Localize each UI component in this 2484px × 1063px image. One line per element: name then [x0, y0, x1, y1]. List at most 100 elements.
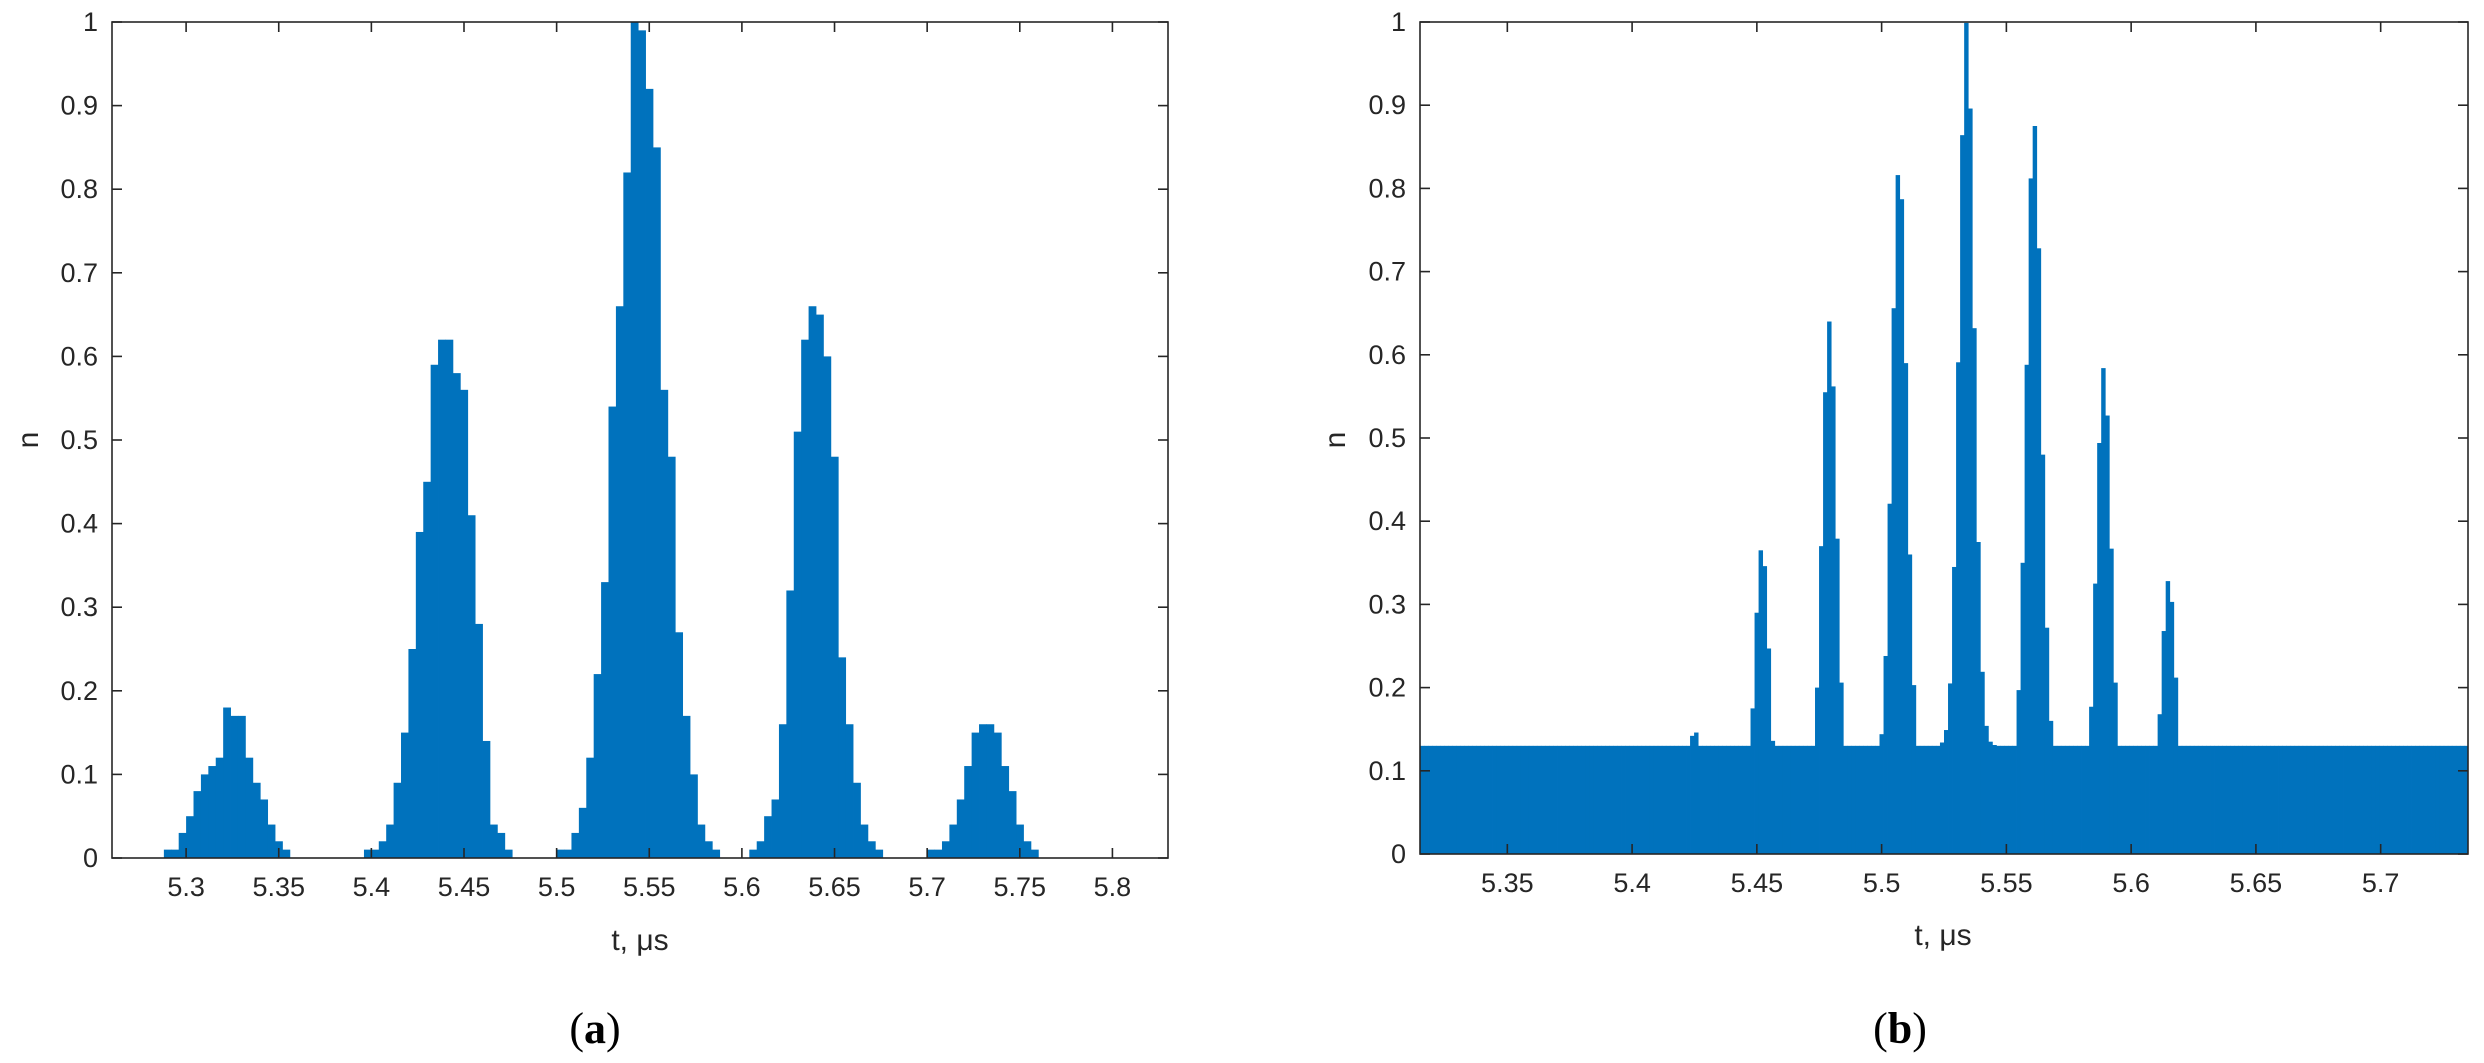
histogram-bar: [860, 824, 869, 858]
y-tick-label: 0.3: [1368, 589, 1406, 619]
histogram-bar: [1718, 745, 1723, 854]
histogram-bar: [408, 649, 417, 858]
y-axis-title-b: n: [1319, 432, 1352, 449]
histogram-bar: [2048, 720, 2054, 854]
histogram-bar: [934, 849, 943, 858]
histogram-bar: [564, 849, 572, 858]
histogram-bar: [1484, 745, 1489, 854]
histogram-bar: [2020, 562, 2026, 854]
histogram-bar: [1927, 745, 1933, 854]
histogram-bar: [697, 824, 706, 858]
histogram-bar: [2326, 745, 2332, 854]
histogram-bar: [260, 799, 269, 858]
histogram-bar: [1907, 554, 1913, 854]
histogram-bar: [2169, 601, 2175, 854]
histogram-bar: [438, 339, 446, 858]
histogram-bar: [1548, 745, 1554, 854]
histogram-bar: [786, 590, 795, 858]
histogram-bar: [1476, 745, 1481, 854]
bars-b: [1420, 22, 2469, 855]
histogram-bar: [578, 807, 587, 858]
x-axis-title-b: t, μs: [1914, 919, 1971, 952]
histogram-bar: [1468, 745, 1473, 854]
histogram-bar: [1424, 745, 1429, 854]
histogram-bar: [801, 339, 809, 858]
histogram-bar: [186, 816, 194, 858]
histogram-bar: [2238, 745, 2243, 854]
histogram-bar: [2334, 745, 2340, 854]
panel-label-b: (b): [1873, 1004, 1927, 1053]
histogram-bar: [2036, 248, 2042, 854]
x-tick-label: 5.55: [623, 872, 676, 902]
y-axis-title-a: n: [12, 432, 45, 449]
histogram-bar: [586, 757, 595, 858]
histogram-bar: [1859, 745, 1864, 854]
histogram-bar: [1871, 745, 1876, 854]
histogram-bar: [2290, 745, 2296, 854]
histogram-bar: [2423, 745, 2429, 854]
y-tick-label: 0.1: [1368, 756, 1406, 786]
histogram-bar: [1810, 745, 1816, 854]
histogram-bar: [793, 431, 802, 858]
histogram-bar: [2387, 745, 2392, 854]
histogram-bar: [2149, 745, 2154, 854]
histogram-bar: [1726, 745, 1731, 854]
histogram-bar: [1976, 542, 1981, 854]
histogram-bar: [1879, 734, 1884, 854]
histogram-bar: [660, 389, 669, 858]
histogram-bar: [2411, 745, 2416, 854]
histogram-bar: [2294, 745, 2300, 854]
histogram-bar: [652, 147, 661, 858]
histogram-bar: [2044, 627, 2050, 854]
histogram-bar: [2137, 745, 2142, 854]
histogram-bar: [2056, 745, 2062, 854]
histogram-bar: [2379, 745, 2384, 854]
histogram-bar: [1891, 308, 1897, 854]
histogram-bar: [1895, 175, 1901, 854]
histogram-bar: [1847, 745, 1852, 854]
histogram-bar: [1972, 328, 1977, 854]
histogram-bar: [1806, 745, 1812, 854]
histogram-bar: [489, 824, 498, 858]
y-tick-label: 0.8: [1368, 173, 1406, 203]
histogram-bar: [2403, 745, 2408, 854]
histogram-bar: [1883, 655, 1888, 854]
histogram-bar: [608, 406, 617, 858]
y-tick-label: 0.5: [60, 425, 98, 455]
histogram-bar: [2093, 583, 2098, 854]
histogram-bar: [1899, 199, 1905, 854]
histogram-bar: [2322, 745, 2328, 854]
histogram-bar: [2028, 178, 2034, 854]
histogram-bar: [1839, 682, 1844, 854]
histogram-bar: [2415, 745, 2421, 854]
x-tick-label: 5.7: [908, 872, 946, 902]
histogram-bar: [2407, 745, 2412, 854]
histogram-bar: [245, 757, 254, 858]
bars-a: [163, 22, 1039, 859]
histogram-bar: [1008, 791, 1017, 858]
histogram-bar: [853, 782, 861, 858]
histogram-bar: [2270, 745, 2275, 854]
histogram-bar: [1690, 735, 1695, 854]
histogram-bar: [2016, 690, 2021, 854]
histogram-bar: [2222, 745, 2227, 854]
histogram-bar: [1520, 745, 1526, 854]
histogram-bar: [556, 849, 565, 858]
histogram-bar: [2419, 745, 2425, 854]
histogram-bar: [830, 456, 839, 858]
histogram-bar: [1621, 745, 1626, 854]
histogram-bar: [215, 757, 224, 858]
histogram-bar: [623, 172, 632, 859]
histogram-bar: [2117, 745, 2122, 854]
panel-label-b-letter: b: [1888, 1004, 1912, 1053]
histogram-bar: [993, 732, 1002, 858]
histogram-bar: [1432, 745, 1437, 854]
histogram-bar: [778, 724, 787, 858]
histogram-bar: [1460, 745, 1465, 854]
histogram-bar: [1669, 745, 1675, 854]
histogram-bar: [2214, 745, 2219, 854]
histogram-bar: [2431, 745, 2437, 854]
y-tick-label: 0.9: [1368, 90, 1406, 120]
y-tick-label: 0.4: [60, 509, 98, 539]
histogram-bar: [2262, 745, 2267, 854]
